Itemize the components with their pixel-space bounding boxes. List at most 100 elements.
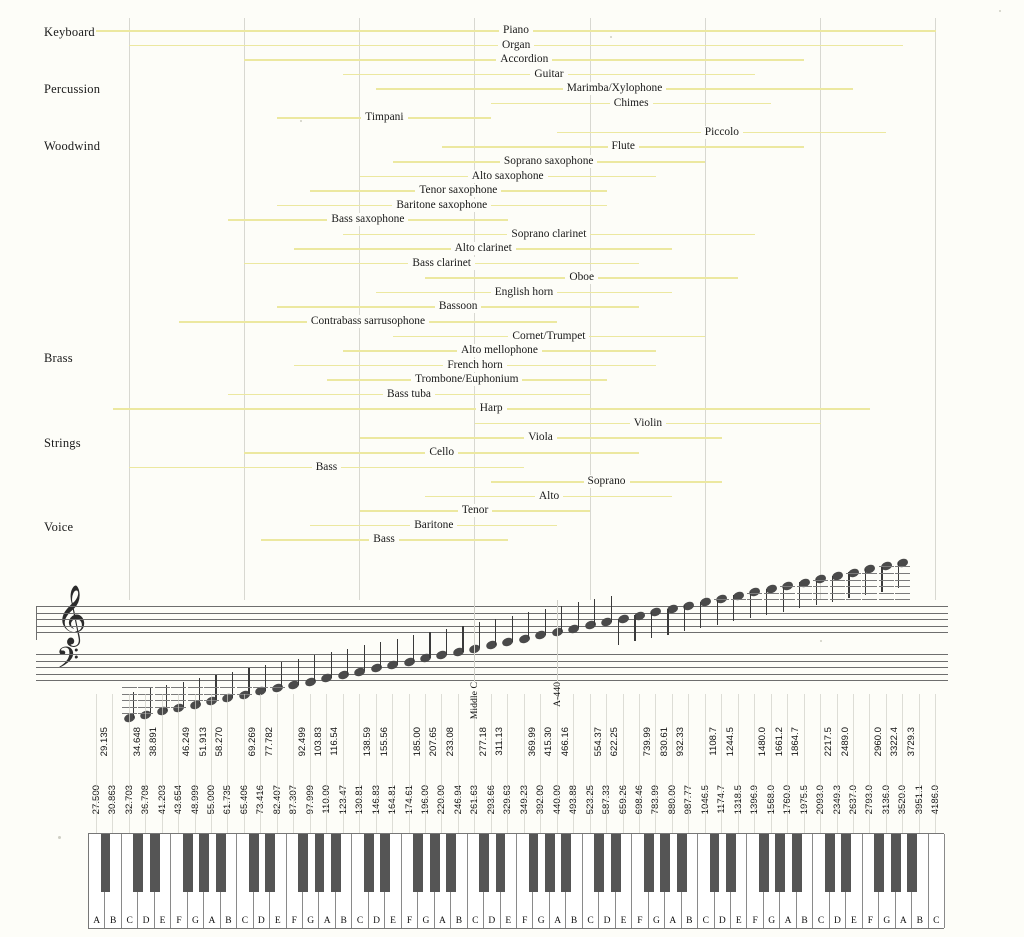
black-key[interactable] [314,834,325,892]
note-stem [683,605,686,632]
black-key[interactable] [775,834,786,892]
frequency-label-sharp: 92.499 [296,727,308,757]
white-key-label: E [620,916,627,926]
black-key[interactable] [429,834,440,892]
note [616,598,630,694]
ledger-line [796,599,812,601]
black-key[interactable] [890,834,901,892]
black-key[interactable] [380,834,391,892]
instrument-row: Violin [0,416,1024,430]
black-key[interactable] [791,834,802,892]
white-key-label: G [537,916,545,926]
frequency-leader-line [293,694,295,834]
note [600,595,613,694]
black-key[interactable] [330,834,341,892]
black-key[interactable] [199,834,210,892]
black-key[interactable] [709,834,720,892]
note-stem [618,618,620,645]
black-key[interactable] [610,834,621,892]
black-key[interactable] [298,834,308,892]
black-key[interactable] [841,834,852,892]
frequency-leader-line [128,694,130,834]
note-stem [700,602,702,628]
instrument-label: Marimba/Xylophone [562,82,667,96]
black-key[interactable] [215,834,226,892]
frequency-leader-line [787,694,789,834]
instrument-row: Soprano clarinet [0,227,1024,241]
black-key[interactable] [363,834,374,892]
paper-speck [58,836,61,839]
instrument-row: Timpani [0,111,1024,125]
black-key[interactable] [594,834,605,892]
ledger-line [171,687,187,688]
note-stem [650,611,653,638]
black-key[interactable] [643,834,654,892]
black-key[interactable] [676,834,687,892]
black-key[interactable] [824,834,835,892]
black-key[interactable] [561,834,572,892]
black-key[interactable] [100,834,111,892]
white-key-label: B [340,916,347,926]
note-stem [462,625,464,652]
black-key[interactable] [660,834,671,892]
note-stem [215,675,217,701]
black-key[interactable] [726,834,736,892]
white-key-label: A [784,916,792,926]
c-gridline [820,18,822,600]
note [484,598,498,694]
black-key[interactable] [182,834,193,892]
note [714,593,730,694]
instrument-row: Flute [0,140,1024,154]
white-key-label: B [455,916,463,926]
ledger-line [878,579,894,581]
frequency-label-sharp: 138.59 [362,727,374,757]
frequency-leader-line [457,694,459,834]
paper-speck [610,36,612,38]
frequency-leader-line [523,694,525,834]
instrument-row: Bass clarinet [0,256,1024,270]
black-key[interactable] [528,834,539,892]
white-key-label: B [570,916,578,926]
black-key[interactable] [265,834,275,892]
note-stem [166,684,168,711]
black-key[interactable] [495,834,506,892]
treble-staff-line [36,625,948,627]
c-gridline [128,18,130,600]
note-stem [199,678,201,705]
note [269,598,285,694]
frequency-label-sharp: 155.56 [378,727,390,757]
c-gridline [589,18,591,600]
black-key[interactable] [907,834,917,892]
instrument-row: Cello [0,445,1024,459]
frequency-leader-line [408,694,410,834]
white-key-label: E [390,916,396,926]
black-key[interactable] [133,834,144,892]
note [649,598,663,694]
frequency-label-sharp: 1661.2 [773,727,785,757]
black-key[interactable] [874,834,885,892]
c-gridline [243,18,245,600]
ledger-line [895,586,911,588]
black-key[interactable] [758,834,769,892]
black-key[interactable] [149,834,160,892]
black-key[interactable] [446,834,457,892]
instrument-label: Timpani [361,111,408,125]
note [583,598,597,694]
instrument-label: Bass saxophone [327,213,409,227]
ledger-line [878,586,894,588]
white-key[interactable]: C [928,834,945,928]
instrument-label: French horn [443,358,507,372]
instrument-row: Cornet/Trumpet [0,329,1024,343]
frequency-leader-line [309,694,311,834]
note [435,598,449,694]
ledger-line [829,599,845,601]
black-key[interactable] [413,834,424,892]
frequency-leader-line [210,694,212,834]
black-key[interactable] [544,834,555,892]
note-stem [881,565,883,592]
black-key[interactable] [248,834,259,892]
note [386,598,399,694]
note-stem [396,638,398,665]
black-key[interactable] [479,834,489,892]
